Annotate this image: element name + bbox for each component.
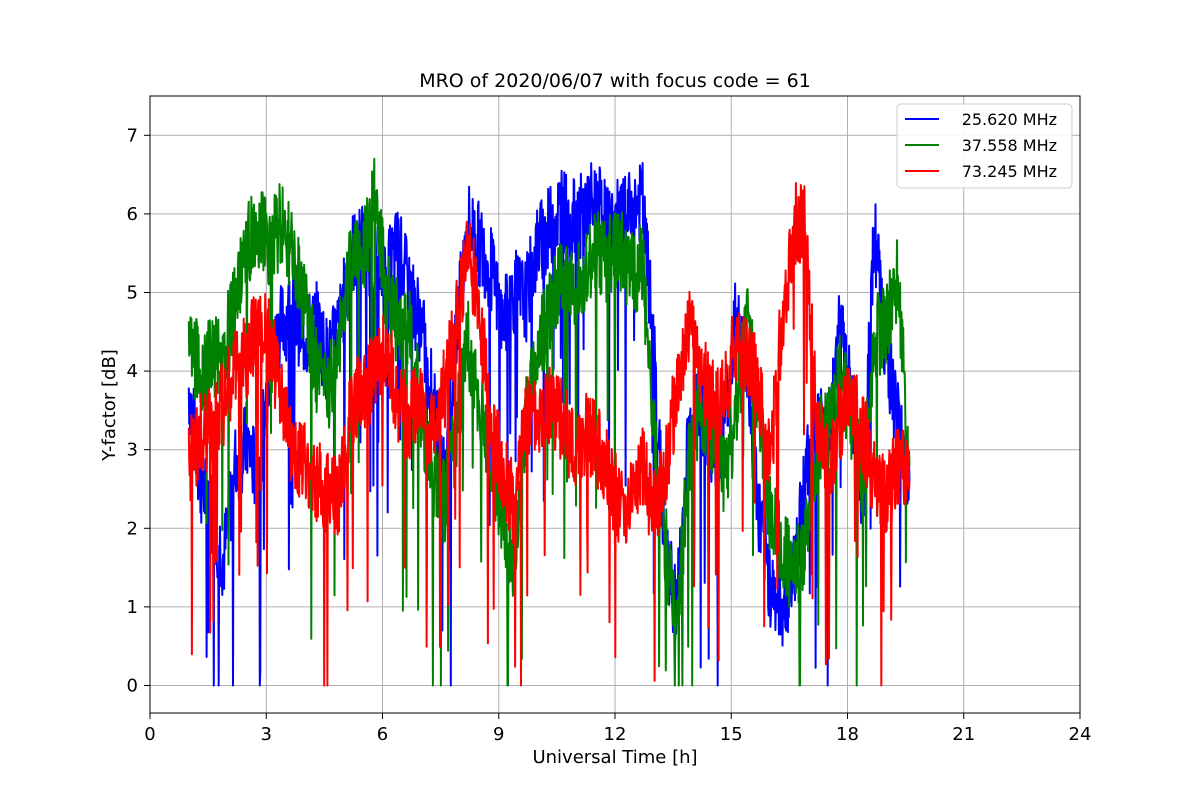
x-tick-label: 12 (604, 724, 627, 745)
series-line-1 (187, 157, 911, 687)
x-tick-label: 21 (952, 724, 975, 745)
legend: 25.620 MHz 37.558 MHz 73.245 MHz (896, 103, 1073, 189)
chart-title: MRO of 2020/06/07 with focus code = 61 (419, 70, 811, 92)
y-tick-label: 4 (127, 361, 138, 382)
series-line-2 (187, 182, 911, 687)
y-tick-label: 3 (127, 440, 138, 461)
y-axis-label: Y-factor [dB] (99, 349, 120, 462)
legend-label-0: 25.620 MHz (962, 110, 1057, 129)
y-tick-label: 0 (127, 675, 138, 696)
x-axis-label: Universal Time [h] (532, 747, 697, 768)
x-tick-label: 6 (377, 724, 388, 745)
y-tick-label: 5 (127, 282, 138, 303)
x-tick-label: 18 (836, 724, 859, 745)
legend-label-2: 73.245 MHz (962, 162, 1057, 181)
y-tick-label: 1 (127, 597, 138, 618)
y-tick-label: 7 (127, 125, 138, 146)
x-tick-label: 9 (493, 724, 504, 745)
y-tick-label: 2 (127, 518, 138, 539)
x-tick-label: 15 (720, 724, 743, 745)
x-tick-label: 3 (261, 724, 272, 745)
series-lines (187, 157, 911, 687)
x-tick-label: 0 (144, 724, 155, 745)
legend-label-1: 37.558 MHz (962, 136, 1057, 155)
x-tick-label: 24 (1069, 724, 1092, 745)
y-tick-label: 6 (127, 204, 138, 225)
legend-box (896, 103, 1073, 189)
